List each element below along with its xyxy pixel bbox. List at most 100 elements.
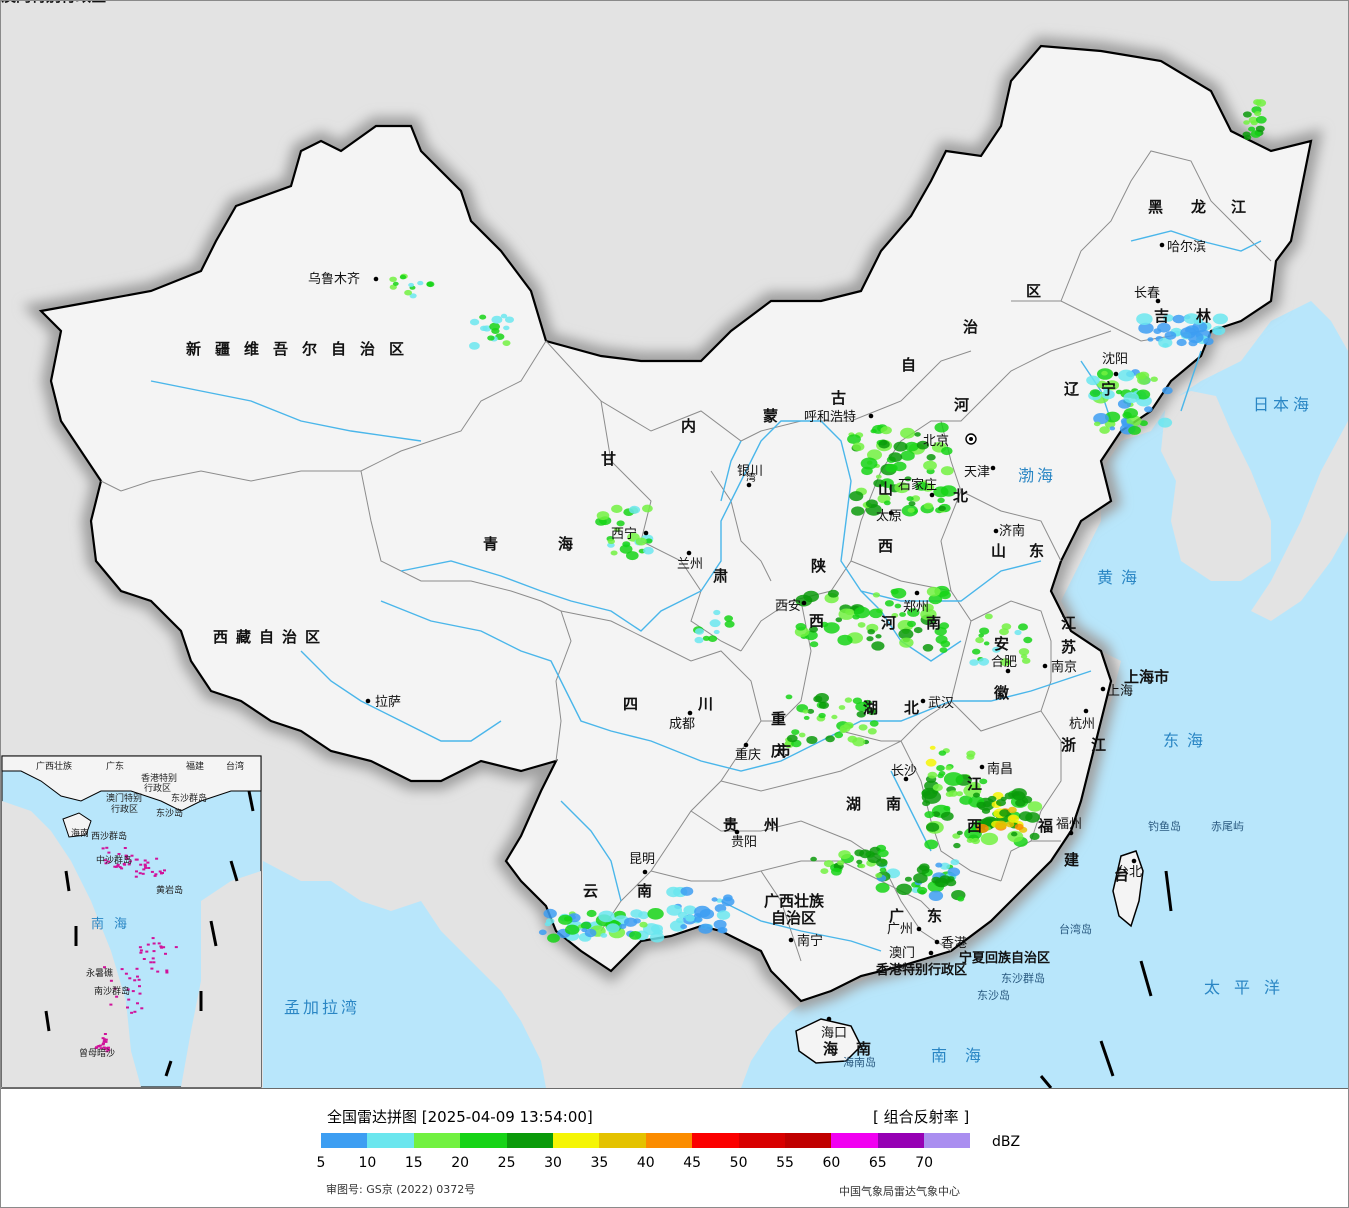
color-swatch: [506, 1133, 553, 1148]
inset-island: [117, 853, 121, 855]
city-dot: [734, 829, 740, 835]
inset-island: [113, 987, 117, 990]
sea-label: 日本海: [1253, 395, 1313, 414]
inset-island: [152, 961, 156, 964]
inset-label: 广西壮族: [36, 760, 72, 772]
inset-island: [123, 863, 127, 866]
color-swatch: [367, 1133, 414, 1148]
city-label: 重庆: [735, 747, 761, 763]
inset-island: [143, 859, 147, 862]
city-dot: [916, 926, 922, 932]
city-label: 广州: [887, 922, 913, 937]
region-label: 江: [1231, 198, 1246, 216]
inset-island: [139, 863, 143, 866]
inset-dash: [44, 1010, 51, 1032]
city-label: 长沙: [891, 764, 917, 779]
region-label: 区: [1026, 282, 1041, 300]
city-dot: [365, 698, 371, 704]
inset-label: 澳门特别: [106, 792, 142, 804]
inset-label: 广东: [106, 760, 124, 772]
inset-island: [101, 1043, 105, 1046]
inset-island: [153, 874, 157, 877]
inset-label: 中沙群岛: [96, 854, 132, 866]
region-label: 黑: [1148, 198, 1163, 216]
inset-island: [138, 872, 142, 875]
region-label: 甘: [601, 450, 616, 468]
inset-island: [103, 1038, 107, 1041]
city-dot: [1131, 858, 1137, 864]
city-dot: [868, 413, 874, 419]
city-label: 银川: [737, 464, 763, 479]
inset-dash: [229, 860, 239, 882]
city-label: 西宁: [611, 526, 637, 542]
tick-label: 65: [868, 1155, 887, 1171]
inset-island: [104, 1038, 108, 1041]
city-label: 西安: [775, 599, 801, 614]
inset-island: [144, 866, 148, 869]
sea-label: 黄海: [1097, 568, 1145, 587]
city-label: 贵阳: [731, 835, 757, 850]
japan: [1251, 421, 1348, 621]
region-label: 江: [1061, 614, 1076, 632]
inset-island: [125, 855, 129, 858]
inset-island: [146, 861, 150, 864]
inset-island: [154, 873, 158, 876]
region-label: 江: [1091, 736, 1106, 754]
inset-island: [127, 998, 131, 1001]
island-label: 赤尾屿: [1211, 820, 1244, 833]
inset-island: [152, 950, 156, 953]
inset-island: [133, 979, 137, 982]
inset-island: [146, 943, 150, 946]
city-dot: [642, 869, 648, 875]
color-swatch: [692, 1133, 739, 1148]
inset-label: 行政区: [144, 782, 171, 794]
sea-label: 孟加拉湾: [284, 998, 360, 1017]
inset-island: [163, 869, 166, 872]
color-swatch: [924, 1133, 971, 1148]
city-label: 南京: [1051, 659, 1077, 675]
region-label: 东: [1029, 542, 1044, 560]
bay-of-bengal: [263, 861, 546, 1088]
nine-dash-line: [1039, 870, 1173, 1088]
region-label: 龙: [1190, 198, 1206, 216]
island-label: 钓鱼岛: [1148, 819, 1181, 833]
inset-island: [143, 863, 147, 866]
region-label: 自: [901, 356, 916, 374]
inset-island: [151, 957, 155, 960]
inset-island: [142, 868, 146, 871]
region-label: 北: [953, 487, 968, 505]
color-swatch: [831, 1133, 878, 1148]
product-type: [ 组合反射率 ]: [873, 1108, 970, 1126]
region-label: 江: [967, 775, 982, 793]
city-dot: [1042, 663, 1048, 669]
region-label: 蒙: [763, 407, 778, 425]
city-label: 太原: [876, 509, 902, 524]
inset-island: [104, 1047, 107, 1050]
inset-island: [139, 949, 143, 952]
inset-island: [145, 950, 149, 953]
city-label: 昆明: [629, 852, 655, 867]
city-label: 台北: [1116, 865, 1142, 880]
city-label: 成都: [669, 717, 695, 732]
inset-island: [101, 1037, 105, 1040]
tick-label: 60: [822, 1155, 841, 1171]
region-label: 治: [963, 318, 978, 336]
city-dot: [1155, 298, 1161, 304]
inset-indochina: [2, 801, 141, 1087]
region-label: 西: [878, 537, 893, 555]
inset-island: [104, 862, 108, 865]
inset-island: [133, 1010, 137, 1013]
china-territory: [38, 44, 1313, 1003]
region-label: 市: [776, 742, 791, 760]
inset-island: [149, 961, 153, 964]
island-label: 东沙群岛: [1001, 971, 1045, 985]
region-label: 苏: [1061, 638, 1076, 656]
inset-island: [124, 972, 128, 975]
inset-island: [138, 946, 142, 949]
inset-hainan: [62, 812, 92, 838]
tick-label: 40: [636, 1155, 655, 1171]
region-label: 建: [1064, 851, 1080, 869]
inset-island: [126, 1006, 129, 1009]
city-dot: [1005, 668, 1011, 674]
inset-island: [159, 945, 163, 948]
